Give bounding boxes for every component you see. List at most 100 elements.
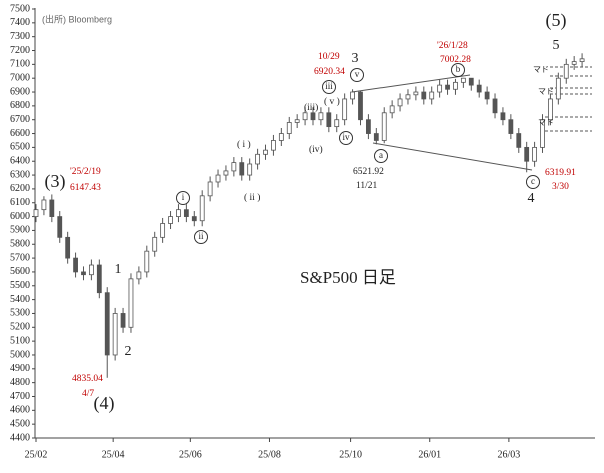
x-tick-label: 26/03: [497, 449, 520, 460]
x-tick-label: 25/04: [102, 449, 125, 460]
annotation: 6920.34: [314, 67, 345, 77]
annotation: 4835.04: [72, 374, 103, 384]
trend-line: [372, 142, 533, 171]
y-tick-label: 5700: [10, 252, 30, 263]
y-tick-label: 6800: [10, 100, 30, 111]
annotation: 4: [528, 191, 535, 206]
y-tick-label: 5100: [10, 335, 30, 346]
candle-body: [310, 112, 316, 121]
annotation: iii: [325, 81, 333, 91]
annotation: (iv): [309, 144, 323, 155]
candle-body: [350, 91, 355, 100]
candle-body: [271, 140, 276, 151]
wave-circle: [374, 149, 388, 163]
y-tick-label: 7200: [10, 45, 30, 56]
y-tick-label: 5000: [10, 349, 30, 360]
candle-body: [73, 257, 78, 273]
y-tick-label: 5800: [10, 239, 30, 250]
annotation: c: [531, 176, 535, 186]
annotation: v: [355, 69, 360, 79]
candle-body: [460, 77, 466, 83]
candle-body: [389, 105, 395, 114]
candle-body: [342, 98, 348, 121]
y-tick-label: 5500: [10, 280, 30, 291]
y-tick-label: 5400: [10, 294, 30, 305]
wave-circle: [194, 230, 208, 244]
candle-body: [89, 264, 94, 276]
y-tick-label: 6600: [10, 128, 30, 139]
candle-body: [49, 199, 55, 217]
y-tick-label: 6900: [10, 86, 30, 97]
candle-body: [579, 58, 585, 62]
y-tick-label: 7000: [10, 72, 30, 83]
annotation: (4): [94, 393, 115, 414]
y-tick-label: 5200: [10, 322, 30, 333]
y-tick-label: 4600: [10, 405, 30, 416]
y-tick-label: 4400: [10, 432, 30, 443]
annotation: i: [182, 192, 185, 202]
candle-body: [516, 133, 522, 148]
candle-body: [255, 153, 261, 165]
wave-circle: [526, 175, 540, 189]
annotation: マド: [538, 118, 554, 127]
y-tick-label: 7300: [10, 31, 30, 42]
candle-body: [128, 278, 134, 328]
candle-body: [571, 61, 577, 65]
candle-body: [96, 264, 102, 294]
annotation: ( v ): [324, 96, 340, 107]
candle-body: [445, 84, 450, 90]
candle-body: [199, 195, 205, 222]
annotation: b: [456, 64, 461, 74]
y-tick-label: 7500: [10, 3, 30, 14]
candle-body: [413, 91, 419, 96]
candle-body: [397, 98, 403, 107]
y-tick-label: 4800: [10, 377, 30, 388]
annotation: 6319.91: [545, 168, 576, 178]
source: (出所) Bloomberg: [42, 13, 112, 24]
candle-body: [540, 119, 545, 148]
wave-circle: [176, 191, 190, 205]
annotation: 11/21: [356, 181, 378, 191]
candle-body: [152, 236, 158, 252]
candle-body: [532, 146, 537, 162]
candle-body: [112, 313, 118, 356]
x-tick-label: 25/10: [339, 449, 362, 460]
candle-body: [168, 216, 173, 224]
candle-body: [563, 63, 569, 79]
candle-body: [437, 84, 443, 93]
y-tick-label: 5600: [10, 266, 30, 277]
candle-body: [191, 216, 197, 222]
annotation: マド: [533, 65, 549, 74]
wave-circle: [350, 68, 364, 82]
x-tick-label: 26/01: [418, 449, 441, 460]
candle-body: [41, 199, 47, 211]
y-tick-label: 6000: [10, 211, 30, 222]
annotation: 2: [125, 344, 132, 359]
annotation: iv: [342, 132, 350, 142]
annotation: 4/7: [82, 389, 94, 399]
annotation: ii: [198, 231, 204, 241]
annotation: a: [379, 150, 383, 160]
annotation: マド: [538, 87, 554, 96]
annotation: (3): [45, 171, 66, 192]
y-tick-label: 5300: [10, 308, 30, 319]
candle-body: [160, 223, 166, 238]
candle-body: [120, 313, 126, 328]
chart-title: S&P500 日足: [300, 268, 396, 287]
candle-body: [207, 181, 213, 197]
candle-body: [239, 162, 245, 176]
candle-body: [500, 112, 506, 121]
candle-body: [405, 94, 411, 100]
candle-body: [468, 77, 474, 86]
candle-body: [453, 81, 458, 90]
annotation: 6521.92: [353, 167, 384, 177]
candle-body: [548, 98, 553, 121]
candle-body: [136, 271, 142, 280]
annotation: '26/1/28: [437, 41, 468, 51]
annotation: 3: [352, 51, 359, 66]
candle-body: [484, 91, 490, 100]
wave-circle: [451, 63, 465, 77]
y-tick-label: 6200: [10, 183, 30, 194]
candle-body: [144, 250, 150, 273]
